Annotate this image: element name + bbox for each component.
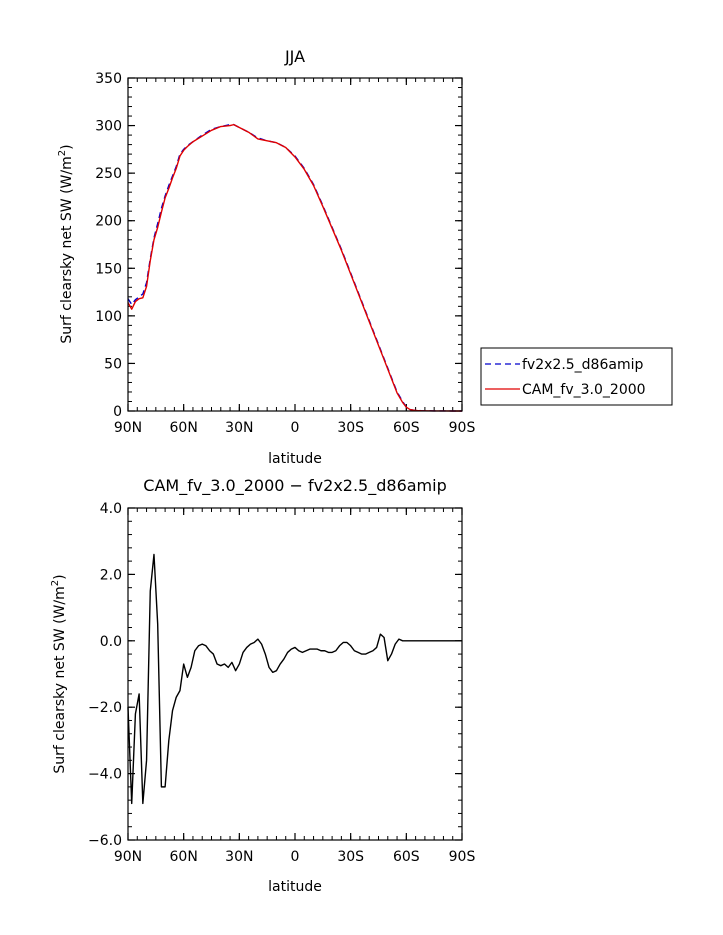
top-y-axis-label-sup: 2 bbox=[57, 150, 68, 156]
bottom-ticks bbox=[127, 507, 463, 841]
bottom-x-tick-label: 90N bbox=[114, 849, 142, 865]
top-x-tick-label: 30S bbox=[337, 420, 364, 436]
bottom-panel: CAM_fv_3.0_2000 − fv2x2.5_d86amip −6.0 −4… bbox=[50, 476, 475, 895]
top-series-group bbox=[127, 123, 462, 412]
top-y-axis-label: Surf clearsky net SW (W/m2) bbox=[57, 144, 75, 343]
top-x-tick-label: 60S bbox=[393, 420, 420, 436]
bottom-series-group bbox=[127, 553, 462, 805]
top-y-axis-label-main: Surf clearsky net SW (W/m bbox=[59, 156, 75, 343]
bottom-x-axis-label: latitude bbox=[268, 879, 322, 895]
top-y-tick-label: 0 bbox=[113, 404, 122, 420]
bottom-y-tick-label: 2.0 bbox=[100, 567, 122, 583]
top-chart-title: JJA bbox=[284, 47, 305, 66]
bottom-x-tick-label: 30S bbox=[337, 849, 364, 865]
top-plot-frame bbox=[127, 77, 463, 412]
bottom-x-tick-label: 0 bbox=[291, 849, 300, 865]
bottom-y-tick-label: 4.0 bbox=[100, 501, 122, 517]
top-y-tick-labels: 0 50 100 150 200 250 300 350 bbox=[95, 71, 122, 420]
bottom-y-axis-label: Surf clearsky net SW (W/m2) bbox=[50, 574, 68, 773]
bottom-y-tick-label: 0.0 bbox=[100, 634, 122, 650]
bottom-y-tick-label: −6.0 bbox=[88, 833, 122, 849]
top-legend: fv2x2.5_d86amip CAM_fv_3.0_2000 bbox=[480, 347, 673, 406]
bottom-x-tick-labels: 90N 60N 30N 0 30S 60S 90S bbox=[114, 849, 476, 865]
bottom-x-tick-label: 90S bbox=[449, 849, 476, 865]
bottom-y-axis-label-main: Surf clearsky net SW (W/m bbox=[52, 586, 68, 773]
bottom-x-tick-label: 30N bbox=[225, 849, 253, 865]
bottom-y-tick-label: −2.0 bbox=[88, 700, 122, 716]
bottom-plot-frame bbox=[127, 507, 463, 841]
top-panel: JJA 0 50 100 150 200 250 300 350 90N 60N 30N 0 30S 6… bbox=[57, 47, 673, 467]
bottom-x-tick-label: 60N bbox=[170, 849, 198, 865]
top-x-tick-labels: 90N 60N 30N 0 30S 60S 90S bbox=[114, 420, 476, 436]
bottom-x-tick-label: 60S bbox=[393, 849, 420, 865]
top-x-tick-label: 90S bbox=[449, 420, 476, 436]
top-series-line-1 bbox=[127, 123, 462, 412]
top-y-tick-label: 150 bbox=[95, 261, 122, 277]
top-y-tick-label: 200 bbox=[95, 214, 122, 230]
top-series-line-2 bbox=[127, 123, 462, 412]
top-y-tick-label: 100 bbox=[95, 309, 122, 325]
bottom-chart-title: CAM_fv_3.0_2000 − fv2x2.5_d86amip bbox=[143, 476, 446, 496]
legend-box bbox=[480, 347, 673, 406]
bottom-y-axis-label-sup: 2 bbox=[50, 580, 61, 586]
top-y-tick-label: 250 bbox=[95, 166, 122, 182]
legend-label-series-2: CAM_fv_3.0_2000 bbox=[522, 382, 646, 398]
top-x-tick-label: 30N bbox=[225, 420, 253, 436]
bottom-series-line-1 bbox=[127, 553, 462, 805]
top-y-axis-label-close: ) bbox=[59, 144, 75, 149]
bottom-y-tick-label: −4.0 bbox=[88, 767, 122, 783]
bottom-y-axis-label-close: ) bbox=[52, 574, 68, 579]
bottom-y-tick-labels: −6.0 −4.0 −2.0 0.0 2.0 4.0 bbox=[88, 501, 122, 849]
top-ticks bbox=[127, 77, 463, 412]
top-y-tick-label: 50 bbox=[104, 356, 122, 372]
top-y-tick-label: 300 bbox=[95, 119, 122, 135]
top-x-tick-label: 60N bbox=[170, 420, 198, 436]
top-x-tick-label: 0 bbox=[291, 420, 300, 436]
top-y-tick-label: 350 bbox=[95, 71, 122, 87]
legend-label-series-1: fv2x2.5_d86amip bbox=[522, 357, 643, 373]
top-x-axis-label: latitude bbox=[268, 451, 322, 467]
top-x-tick-label: 90N bbox=[114, 420, 142, 436]
